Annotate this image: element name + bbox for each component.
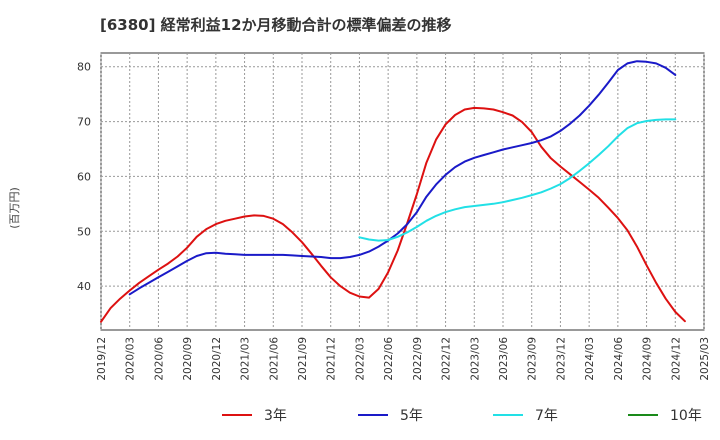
x-tick-label: 2024/06	[613, 337, 625, 381]
legend-label: 10年	[670, 408, 702, 424]
x-tick-label: 2019/12	[96, 337, 108, 381]
x-tick-label: 2021/09	[297, 337, 309, 381]
legend: 3年 5年 7年 10年	[222, 408, 702, 424]
y-tick-label: 40	[77, 280, 91, 293]
y-axis: 40 50 60 70 80	[77, 61, 91, 293]
legend-label: 3年	[264, 408, 287, 424]
x-tick-label: 2022/12	[441, 337, 453, 381]
x-tick-label: 2021/06	[268, 337, 280, 381]
y-axis-label: (百万円)	[8, 187, 21, 229]
series-line-3年	[100, 106, 686, 323]
y-tick-label: 80	[77, 61, 91, 74]
chart-title: [6380] 経常利益12か月移動合計の標準偏差の推移	[100, 16, 452, 34]
x-tick-label: 2020/06	[153, 337, 165, 381]
x-tick-label: 2022/03	[354, 337, 366, 381]
x-tick-label: 2025/03	[699, 337, 711, 381]
plot-background	[100, 52, 705, 331]
series-line-5年	[128, 60, 677, 296]
x-tick-label: 2021/12	[326, 337, 338, 381]
x-tick-label: 2022/09	[412, 337, 424, 381]
y-tick-label: 60	[77, 170, 91, 183]
x-tick-label: 2020/12	[211, 337, 223, 381]
x-tick-label: 2024/09	[642, 337, 654, 381]
series-line-7年	[358, 118, 677, 242]
x-tick-label: 2020/03	[125, 337, 137, 381]
y-tick-label: 50	[77, 225, 91, 238]
x-tick-label: 2023/09	[527, 337, 539, 381]
x-tick-label: 2021/03	[240, 337, 252, 381]
x-tick-label: 2023/03	[469, 337, 481, 381]
legend-label: 5年	[400, 408, 423, 424]
x-tick-label: 2023/12	[555, 337, 567, 381]
grid-lines	[100, 53, 705, 330]
x-tick-label: 2020/09	[182, 337, 194, 381]
x-tick-label: 2023/06	[498, 337, 510, 381]
x-tick-label: 2022/06	[383, 337, 395, 381]
y-tick-label: 70	[77, 116, 91, 129]
x-axis: 2019/12 2020/03 2020/06 2020/09 2020/12 2021/…	[96, 337, 711, 381]
series-lines	[100, 60, 686, 323]
legend-label: 7年	[535, 408, 558, 424]
x-tick-label: 2024/03	[584, 337, 596, 381]
x-tick-label: 2024/12	[670, 337, 682, 381]
